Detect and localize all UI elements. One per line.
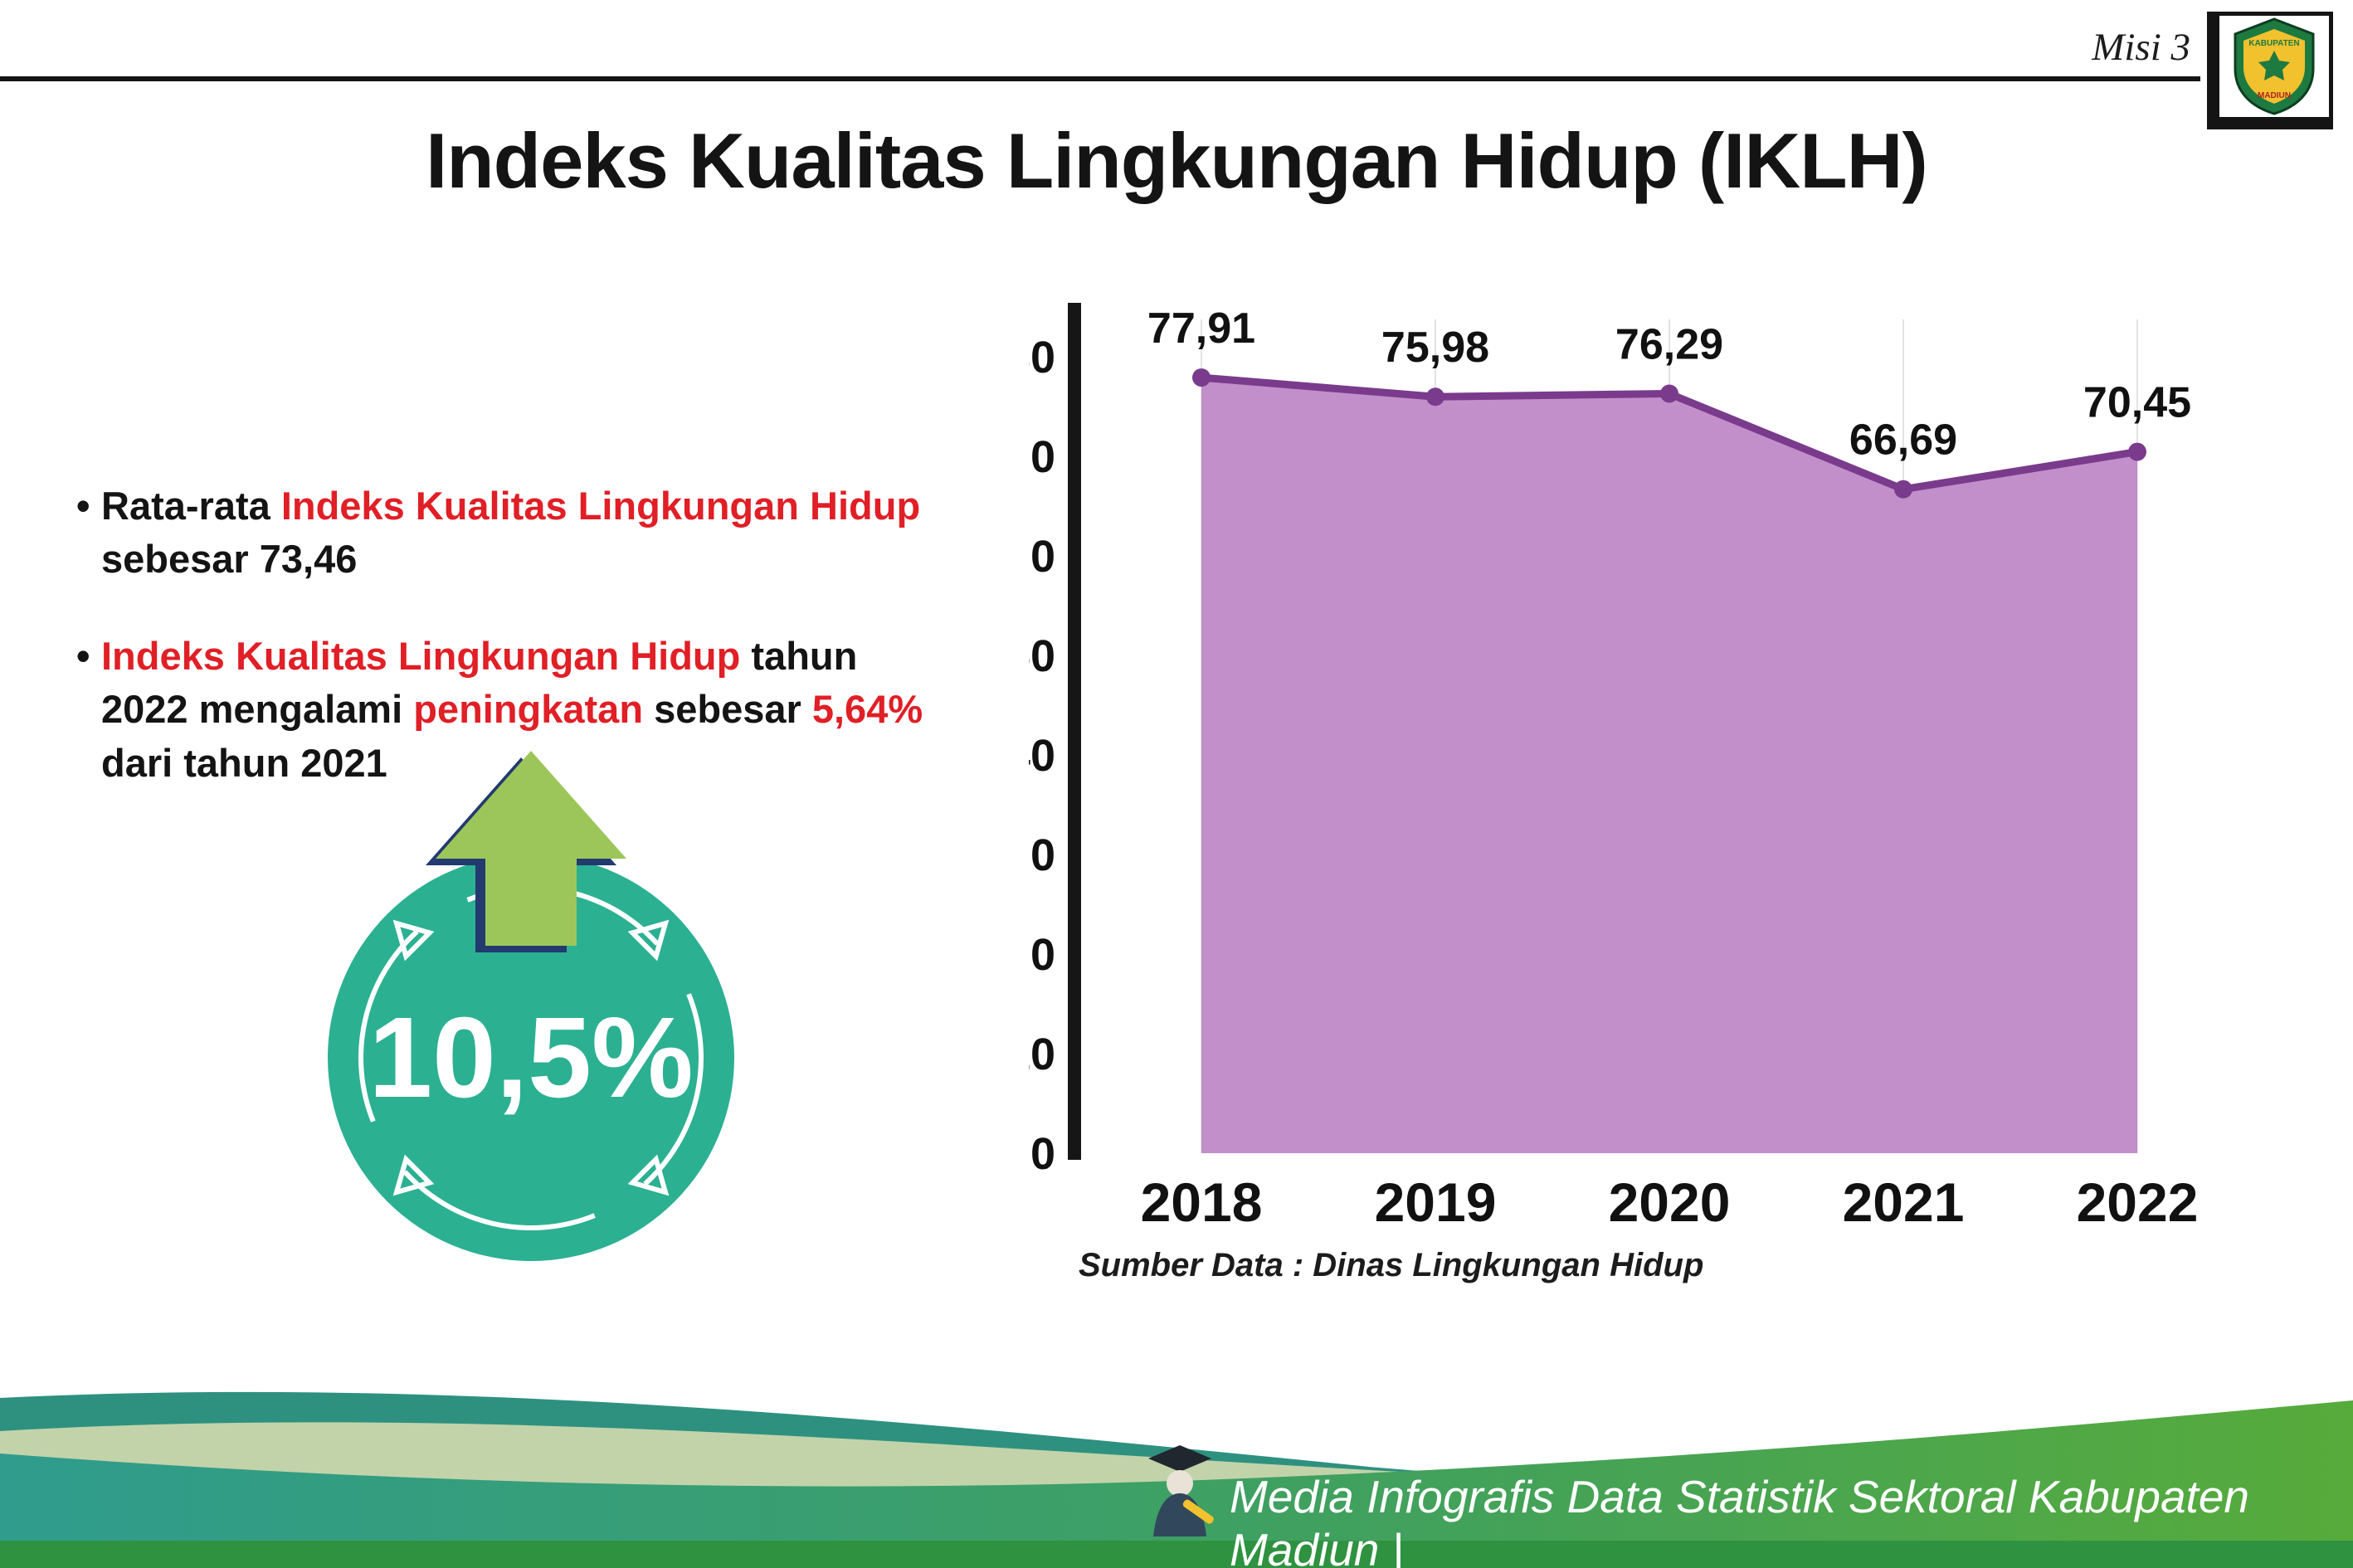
- page-title: Indeks Kualitas Lingkungan Hidup (IKLH): [426, 117, 1928, 204]
- bullet-item: Rata-rata Indeks Kualitas Lingkungan Hid…: [76, 480, 943, 587]
- crest-star: [2258, 51, 2290, 80]
- crest-icon: KABUPATEN MADIUN: [2234, 17, 2315, 115]
- badge-value: 10,5%: [368, 994, 693, 1122]
- mascot-pencil: [1182, 1499, 1214, 1524]
- y-axis: [1068, 303, 1081, 1160]
- y-tick-label: 60: [1029, 532, 1055, 582]
- misi-label: Misi 3: [2092, 26, 2190, 69]
- bullet-text-segment: Indeks Kualitas Lingkungan Hidup: [101, 633, 741, 678]
- data-point: [1660, 384, 1678, 403]
- badge-tick-icon: [627, 1154, 670, 1196]
- summary-bullets: Rata-rata Indeks Kualitas Lingkungan Hid…: [76, 480, 943, 790]
- chart-area: [1201, 377, 2137, 1153]
- y-tick-label: 50: [1029, 631, 1055, 681]
- kabupaten-madiun-logo: KABUPATEN MADIUN: [2207, 12, 2333, 129]
- mascot-cap: [1148, 1445, 1211, 1472]
- bullet-text-segment: sebesar: [643, 687, 812, 732]
- crest-bottom-text: MADIUN: [2258, 91, 2291, 100]
- y-tick-label: 80: [1029, 333, 1055, 382]
- value-label: 66,69: [1849, 416, 1957, 465]
- increase-badge: 10,5%: [328, 751, 734, 1261]
- bullet-text-segment: dari tahun 2021: [101, 740, 387, 785]
- badge-tick-icon: [392, 919, 435, 962]
- badge-ring: [358, 885, 704, 1230]
- mascot-head: [1167, 1470, 1193, 1497]
- x-tick-label: 2019: [1375, 1171, 1497, 1233]
- y-tick-label: 20: [1029, 930, 1055, 980]
- bullet-text-segment: Indeks Kualitas Lingkungan Hidup: [280, 484, 921, 528]
- bullet-text-segment: peningkatan: [413, 687, 644, 732]
- value-label: 77,91: [1147, 304, 1255, 353]
- bullet-item: Indeks Kualitas Lingkungan Hidup tahun 2…: [76, 630, 943, 790]
- y-tick-label: 40: [1029, 731, 1055, 781]
- y-tick-label: 30: [1029, 830, 1055, 880]
- up-arrow-icon: [436, 751, 626, 946]
- data-point: [2128, 442, 2146, 461]
- y-tick-label: 0: [1030, 1129, 1055, 1179]
- data-point: [1894, 480, 1912, 499]
- x-tick-label: 2022: [2077, 1171, 2199, 1233]
- badge-tick-icon: [627, 919, 670, 962]
- value-label: 70,45: [2083, 379, 2191, 427]
- x-tick-label: 2021: [1843, 1171, 1965, 1233]
- top-divider: [0, 76, 2200, 81]
- bullet-text-segment: 5,64%: [811, 687, 923, 732]
- data-point: [1192, 368, 1211, 387]
- data-point: [1426, 387, 1444, 407]
- value-label: 76,29: [1615, 321, 1723, 369]
- iklh-area-chart: 77,91 2018 75,98 2019 76,29 2020 66,69 2021 70,4…: [1029, 303, 2199, 1233]
- footer-bottom-strip: [0, 1541, 2353, 1568]
- y-tick-label: 70: [1029, 432, 1055, 482]
- bullet-text-segment: Rata-rata: [101, 484, 281, 528]
- crest-top-text: KABUPATEN: [2248, 39, 2299, 48]
- mascot-icon: [1148, 1445, 1214, 1536]
- chart-source: Sumber Data : Dinas Lingkungan Hidup: [1079, 1247, 1704, 1283]
- value-label: 75,98: [1381, 324, 1489, 372]
- badge-circle: [328, 855, 734, 1261]
- bullet-text-segment: sebesar 73,46: [101, 537, 358, 582]
- badge-tick-icon: [392, 1154, 435, 1196]
- bullet-text-segment: tahun 2022 mengalami: [101, 633, 858, 732]
- x-tick-label: 2020: [1609, 1171, 1731, 1233]
- y-tick-label: 10: [1029, 1030, 1055, 1079]
- x-tick-label: 2018: [1141, 1171, 1263, 1233]
- footer-credit: Media Infografis Data Statistik Sektoral…: [1230, 1471, 2250, 1568]
